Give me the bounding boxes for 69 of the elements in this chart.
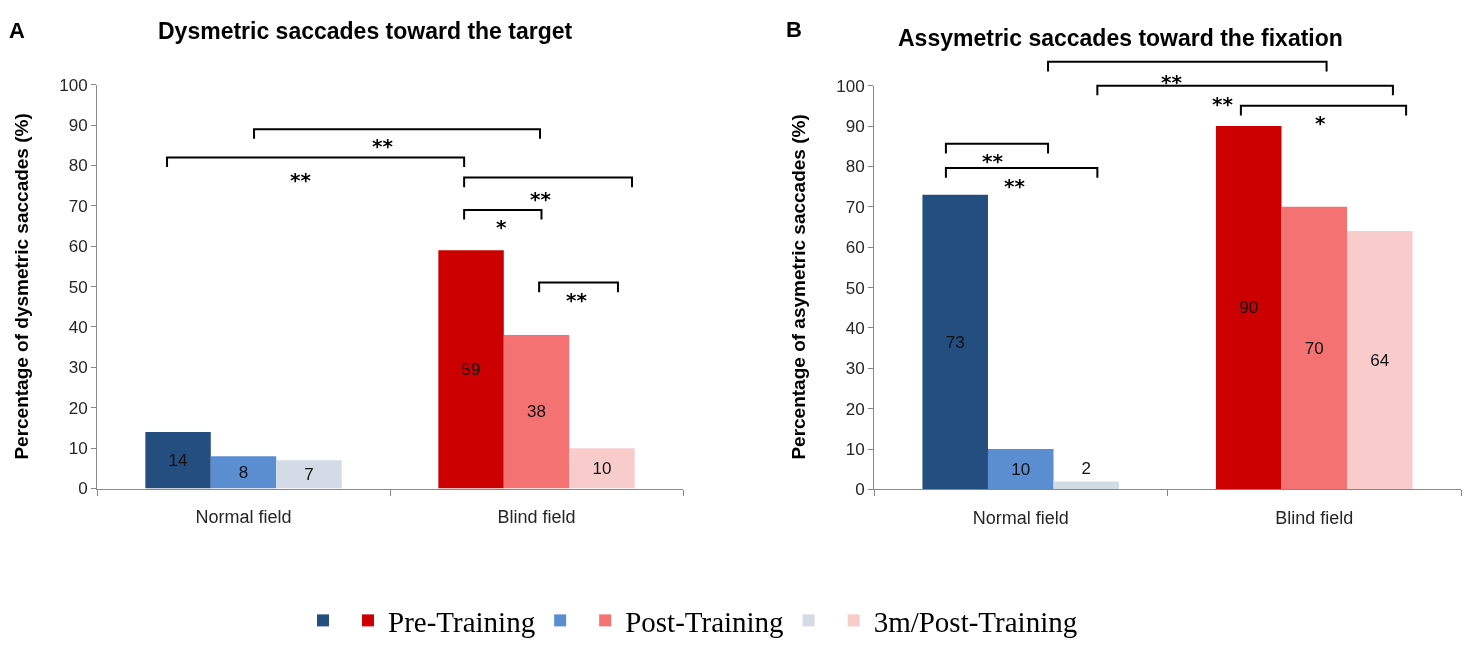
y-tick-label: 40 <box>68 317 88 337</box>
y-tick-label: 20 <box>845 399 865 419</box>
y-tick-label: 0 <box>855 480 865 500</box>
bar <box>503 335 570 489</box>
bar <box>1053 481 1120 490</box>
x-tick-label: Normal field <box>972 508 1069 529</box>
annotation: ** <box>372 134 394 158</box>
legend-label: Pre-Training <box>388 605 536 638</box>
bar <box>922 194 988 490</box>
data-label: 10 <box>1011 459 1031 479</box>
data-label: 2 <box>1081 459 1092 479</box>
chart-title: Assymetric saccades toward the fixation <box>898 25 1343 51</box>
bar <box>569 448 635 489</box>
x-tick-label: Normal field <box>195 507 292 528</box>
chart-title: Dysmetric saccades toward the target <box>158 18 573 44</box>
data-label: 59 <box>461 359 481 379</box>
annotation: ** <box>1212 92 1234 116</box>
annotation: ** <box>530 187 552 211</box>
y-tick-label: 20 <box>68 398 88 418</box>
data-label: 90 <box>1239 298 1259 318</box>
annotation: ** <box>982 149 1004 173</box>
bar <box>1215 126 1282 490</box>
legend-label: 3m/Post-Training <box>873 605 1078 638</box>
data-label: 70 <box>1304 338 1324 358</box>
text: A <box>9 18 25 43</box>
y-axis-title: Percentage of dysmetric saccades (%) <box>11 113 33 460</box>
bar <box>987 449 1054 490</box>
bar <box>276 460 342 489</box>
y-tick-label: 30 <box>845 359 865 379</box>
data-label: 10 <box>592 458 612 478</box>
y-tick-label: 70 <box>68 196 88 216</box>
y-tick-label: 80 <box>845 157 865 177</box>
bar <box>145 431 211 489</box>
legend-label: Post-Training <box>625 605 784 638</box>
y-tick-label: 100 <box>59 75 88 95</box>
y-tick-label: 90 <box>68 116 88 136</box>
data-label: 7 <box>304 464 314 484</box>
y-tick-label: 50 <box>845 278 865 298</box>
data-label: 8 <box>238 462 249 482</box>
data-label: 73 <box>945 332 965 352</box>
y-tick-label: 40 <box>845 318 865 338</box>
bar <box>1281 206 1348 490</box>
y-tick-label: 70 <box>845 197 865 217</box>
annotation: * <box>1315 111 1326 135</box>
y-tick-label: 10 <box>845 440 865 460</box>
annotation: ** <box>290 168 312 192</box>
data-label: 38 <box>527 402 546 422</box>
bar <box>210 456 277 489</box>
x-tick-label: Blind field <box>1275 508 1354 529</box>
y-tick-label: 60 <box>845 238 865 258</box>
bar <box>1347 231 1413 490</box>
data-label: 64 <box>1370 350 1390 370</box>
annotation: ** <box>566 288 588 312</box>
annotation: * <box>496 215 507 239</box>
data-label: 14 <box>168 450 188 470</box>
y-tick-label: 90 <box>845 117 865 137</box>
y-tick-label: 30 <box>68 358 88 378</box>
y-axis-title: Percentage of asymetric saccades (%) <box>788 114 810 460</box>
y-tick-label: 100 <box>836 76 865 96</box>
bar <box>438 250 504 489</box>
x-tick-label: Blind field <box>497 507 576 528</box>
y-tick-label: 0 <box>78 479 88 499</box>
y-tick-label: 60 <box>68 237 88 257</box>
y-tick-label: 50 <box>68 277 88 297</box>
annotation: ** <box>1004 174 1026 198</box>
y-tick-label: 80 <box>68 156 88 176</box>
annotation: ** <box>1161 70 1183 94</box>
text: B <box>786 17 802 42</box>
y-tick-label: 10 <box>68 439 88 459</box>
